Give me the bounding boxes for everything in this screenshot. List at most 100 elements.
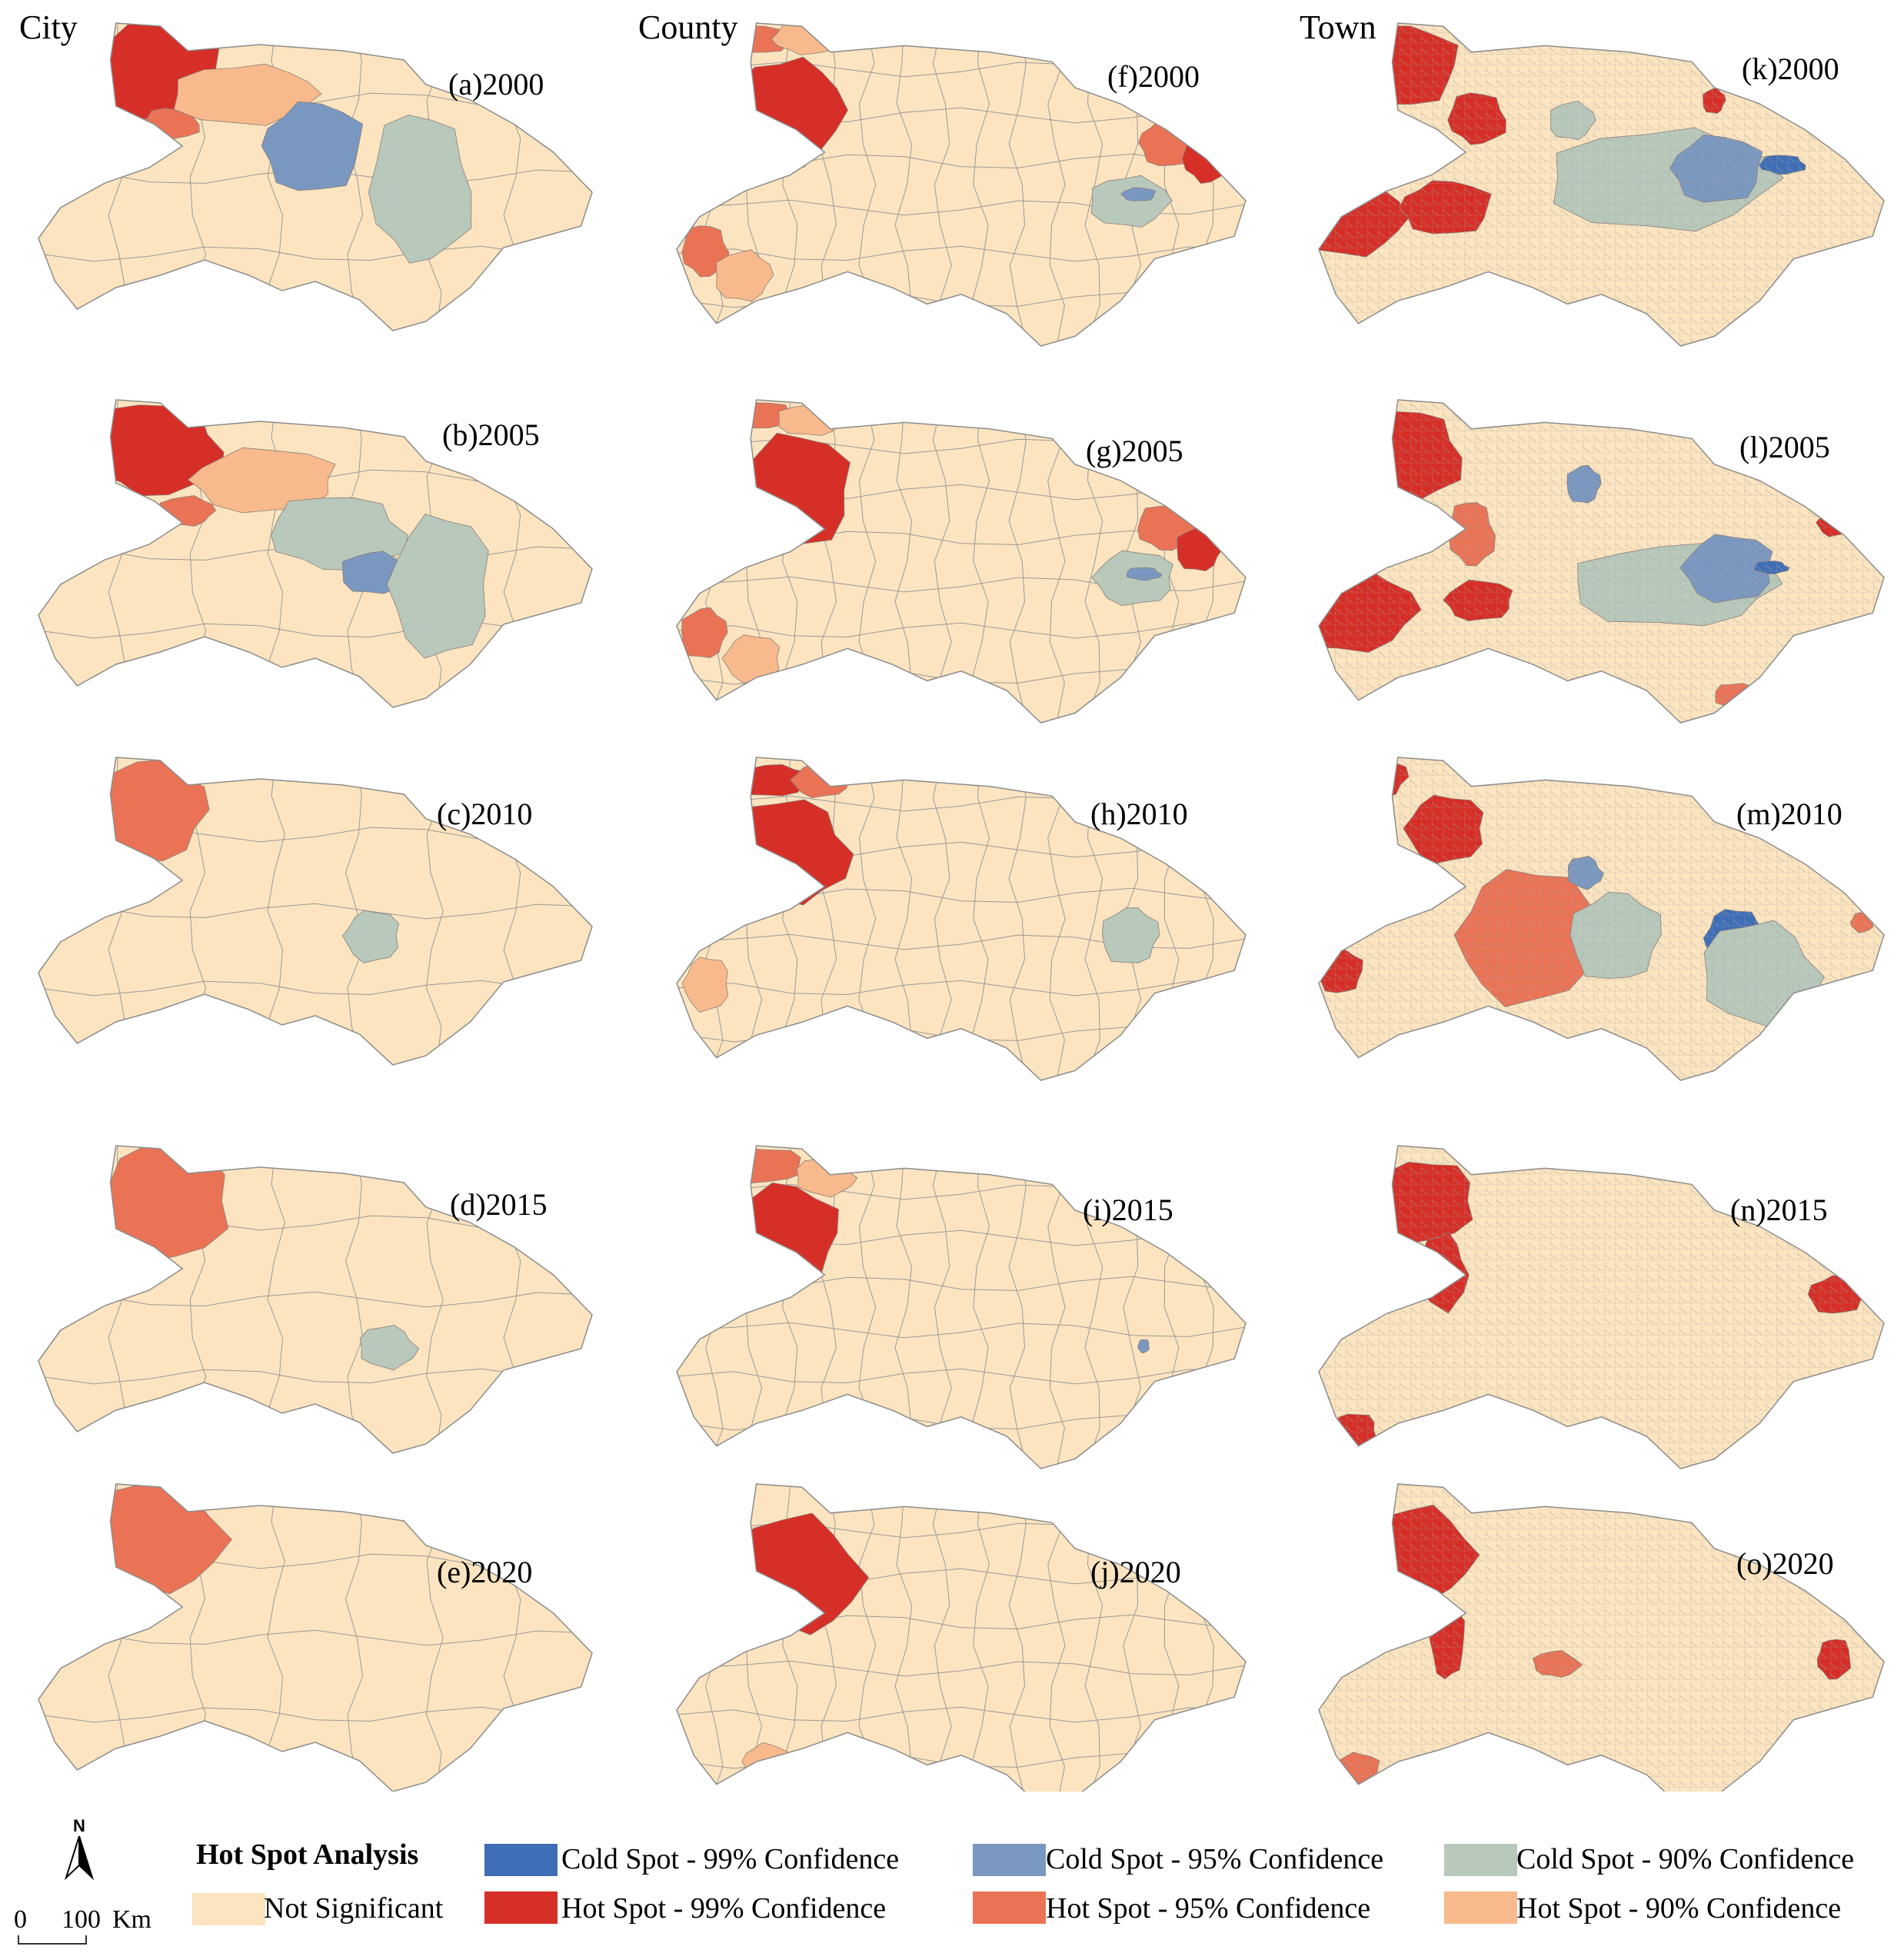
province-border [1318, 22, 1885, 347]
admin-boundary [345, 1146, 364, 1453]
province-border [1318, 1145, 1885, 1469]
swatch-cold90 [1444, 1844, 1517, 1876]
admin-boundary [38, 1629, 592, 1646]
admin-boundary [894, 1146, 913, 1469]
panel-label-h: (h)2010 [1090, 797, 1188, 831]
admin-boundary [345, 757, 364, 1065]
province-border [676, 757, 1247, 1081]
admin-boundary [970, 23, 990, 346]
admin-boundary [266, 1146, 285, 1453]
spot-hot90 [681, 957, 729, 1013]
admin-boundary [932, 1484, 952, 1792]
spot-cold90 [1090, 175, 1173, 228]
admin-boundary [677, 980, 1246, 996]
legend-label-hot99: Hot Spot - 99% Confidence [561, 1892, 887, 1925]
scale-distance: 100 [62, 1905, 101, 1934]
admin-boundary [1008, 400, 1028, 723]
admin-boundary [970, 757, 990, 1080]
panel-label-d: (d)2015 [450, 1187, 548, 1222]
province-border [676, 399, 1247, 724]
town-boundaries [1319, 400, 1884, 723]
panel-label-l: (l)2005 [1739, 430, 1830, 464]
panel-label-b: (b)2005 [442, 418, 540, 452]
map-panel-n2015 [1318, 1145, 1885, 1469]
panel-label-m: (m)2010 [1736, 797, 1842, 831]
province-border [676, 22, 1247, 347]
map-panel-e2020 [38, 1483, 593, 1792]
admin-boundary [970, 1484, 990, 1792]
admin-boundary [677, 1660, 1246, 1677]
admin-boundary [38, 903, 592, 920]
admin-boundary [894, 1484, 913, 1792]
spot-cold90 [386, 514, 489, 659]
north-arrow: N [60, 1812, 98, 1881]
panel-label-j: (j)2020 [1090, 1555, 1181, 1589]
spot-cold95 [261, 101, 364, 191]
spot-cold90 [342, 910, 399, 963]
admin-boundary [38, 1291, 592, 1308]
map-panel-f2000 [676, 22, 1247, 347]
map-panel-b2005 [38, 399, 593, 708]
province-border [38, 1483, 593, 1792]
spot-cold90 [359, 1324, 420, 1371]
admin-boundary [38, 245, 592, 262]
admin-boundary [266, 757, 285, 1065]
admin-boundary [38, 980, 592, 996]
admin-boundary [677, 1706, 1246, 1723]
admin-boundary [677, 622, 1246, 639]
panel-label-e: (e)2020 [437, 1555, 533, 1589]
spot-hot90 [173, 63, 322, 126]
province-border [1318, 1483, 1885, 1792]
province-border [1318, 757, 1885, 1081]
town-boundaries [1319, 1484, 1884, 1792]
scale-unit: Km [112, 1905, 151, 1934]
column-title-town: Town [1300, 8, 1376, 46]
admin-boundary [970, 400, 990, 723]
admin-boundary [266, 1484, 285, 1792]
legend-label-hot90: Hot Spot - 90% Confidence [1516, 1892, 1842, 1925]
admin-boundary [1047, 23, 1066, 346]
map-panel-j2020 [676, 1483, 1247, 1792]
spot-hot95 [721, 1148, 804, 1184]
spot-cold90 [1101, 907, 1160, 963]
legend-label-cold90: Cold Spot - 90% Confidence [1516, 1843, 1855, 1875]
spot-hot95 [1352, 1160, 1390, 1182]
spot-hot99 [733, 432, 850, 550]
province-border [676, 1483, 1247, 1792]
legend-title: Hot Spot Analysis [196, 1838, 419, 1871]
panel-label-c: (c)2010 [437, 797, 533, 831]
scale-zero: 0 [14, 1905, 27, 1934]
spot-cold95 [1120, 187, 1157, 201]
admin-boundary [894, 23, 913, 346]
panel-label-o: (o)2020 [1736, 1546, 1834, 1581]
province-border [676, 1145, 1247, 1469]
spot-cold95 [1126, 567, 1163, 581]
column-title-city: City [19, 8, 78, 46]
admin-boundary [1047, 757, 1066, 1080]
admin-boundary [38, 1368, 592, 1385]
spot-hot95 [1816, 119, 1852, 139]
map-panel-o2020 [1318, 1483, 1885, 1792]
admin-boundary [894, 757, 913, 1080]
swatch-not-significant [192, 1893, 265, 1925]
spot-hot95 [681, 607, 728, 658]
admin-boundary [894, 400, 913, 723]
swatch-hot90 [1444, 1891, 1517, 1924]
spot-hot95 [1325, 823, 1385, 864]
admin-boundary [932, 757, 952, 1080]
svg-text:N: N [73, 1816, 85, 1835]
swatch-hot99 [484, 1891, 558, 1924]
north-arrow-icon: N [64, 1816, 95, 1881]
legend: N 0 100 Km Hot Spot Analysis Not Signifi… [0, 1792, 1904, 1953]
hot-spot-maps [38, 22, 1885, 1792]
admin-boundary [1008, 757, 1028, 1080]
panel-label-k: (k)2000 [1742, 52, 1839, 86]
admin-boundary [345, 1484, 364, 1792]
admin-boundary [932, 400, 952, 723]
admin-boundary [1047, 400, 1066, 723]
spot-cold95 [1137, 1339, 1150, 1354]
admin-boundary [1047, 1146, 1066, 1469]
province-border [38, 22, 593, 331]
admin-boundary [1008, 23, 1028, 346]
legend-label-hot95: Hot Spot - 95% Confidence [1046, 1892, 1371, 1925]
